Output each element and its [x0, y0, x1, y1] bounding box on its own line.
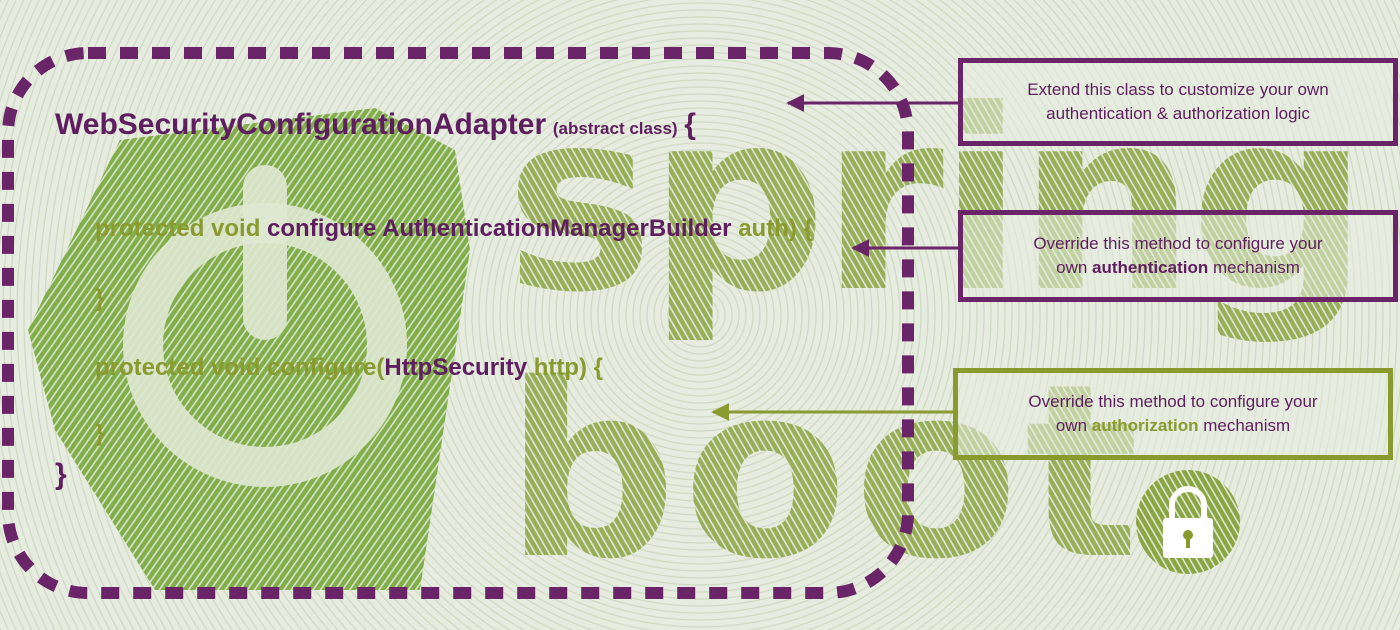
- callout-extend-line1: Extend this class to customize your own: [1027, 80, 1329, 99]
- method-authorization: protected void configure(HttpSecurity ht…: [95, 354, 603, 382]
- spring-power-logo: [28, 108, 470, 590]
- method1-name: configure: [267, 215, 377, 242]
- method1-close-brace: }: [95, 285, 105, 312]
- method2-close-brace: }: [95, 420, 105, 447]
- class-type-note: (abstract class): [552, 119, 678, 138]
- callout-authentication-line1: Override this method to configure your: [1033, 234, 1323, 253]
- method1-param-type: AuthenticationManagerBuilder: [382, 215, 732, 242]
- class-declaration: WebSecurityConfigurationAdapter (abstrac…: [55, 108, 696, 142]
- method2-param-name: http) {: [533, 354, 604, 381]
- callout-extend-line2: authentication & authorization logic: [1046, 104, 1310, 123]
- lock-icon: [1136, 470, 1240, 574]
- callout-authentication-pre: own: [1056, 258, 1088, 277]
- callout-extend-class: Extend this class to customize your own …: [958, 58, 1398, 146]
- class-name: WebSecurityConfigurationAdapter: [55, 108, 547, 141]
- callout-authorization: Override this method to configure your o…: [953, 368, 1393, 460]
- method2-modifiers: protected void: [95, 354, 261, 381]
- method-authentication: protected void configure AuthenticationM…: [95, 215, 813, 243]
- callout-authorization-highlight: authorization: [1091, 416, 1199, 435]
- callout-authorization-pre: own: [1055, 416, 1088, 435]
- class-close-brace: }: [55, 458, 67, 491]
- method2-name: configure(: [267, 354, 385, 381]
- callout-authentication-highlight: authentication: [1092, 258, 1209, 277]
- callout-authentication-line2: own authentication mechanism: [1056, 256, 1300, 280]
- method2-param-type: HttpSecurity: [384, 354, 528, 381]
- callout-authentication-post: mechanism: [1212, 258, 1300, 277]
- class-boundary: [2, 47, 914, 599]
- method1-param-name: auth) {: [738, 215, 813, 242]
- callout-authorization-line2: own authorization mechanism: [1056, 414, 1290, 438]
- callout-authentication: Override this method to configure your o…: [958, 210, 1398, 302]
- method1-modifiers: protected void: [95, 215, 261, 242]
- callout-authorization-post: mechanism: [1203, 416, 1291, 435]
- callout-authorization-line1: Override this method to configure your: [1028, 392, 1318, 411]
- class-open-brace: {: [684, 108, 696, 141]
